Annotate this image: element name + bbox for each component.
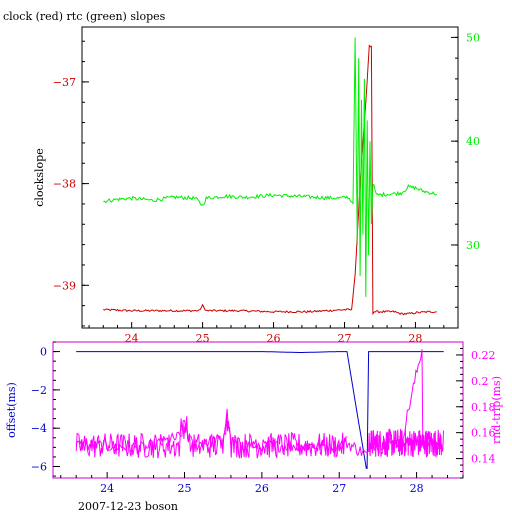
x-tick-label: 28: [408, 332, 422, 345]
y-right-tick-label: 50: [466, 31, 480, 44]
y-right-tick-label: 0.14: [471, 453, 496, 466]
y-left-tick-label: −37: [53, 76, 76, 89]
x-tick-label: 26: [255, 482, 269, 495]
y-left-axis-label: clockslope: [33, 148, 46, 206]
y-left-tick-label: −4: [31, 422, 47, 435]
series-line-rtc: [103, 37, 438, 297]
x-tick-label: 28: [410, 482, 424, 495]
plot-frame: [52, 341, 464, 479]
y-right-tick-label: 0.18: [471, 401, 496, 414]
series-line-rndtrip: [75, 349, 441, 457]
series-line-rndtrip-band: [368, 428, 444, 458]
x-tick-label: 25: [178, 482, 192, 495]
y-left-tick-label: −6: [31, 461, 47, 474]
x-tick-label: 27: [332, 482, 346, 495]
x-tick-label: 25: [196, 332, 210, 345]
x-tick-label: 24: [125, 332, 139, 345]
y-right-axis-label: rnd-trip(ms): [490, 376, 503, 444]
y-right-tick-label: 0.2: [471, 375, 489, 388]
series-line-offset: [76, 351, 444, 469]
y-left-tick-label: 0: [40, 346, 47, 359]
x-tick-label: 26: [267, 332, 281, 345]
footer-label: 2007-12-23 boson: [78, 500, 178, 512]
y-right-tick-label: 0.22: [471, 349, 496, 362]
y-right-tick-label: 40: [466, 135, 480, 148]
y-right-tick-label: 30: [466, 239, 480, 252]
chart-title: clock (red) rtc (green) slopes: [3, 10, 166, 23]
y-left-tick-label: −38: [53, 178, 76, 191]
series-line-rndtrip-noise: [75, 414, 347, 459]
x-tick-label: 24: [100, 482, 114, 495]
y-left-tick-label: −39: [53, 279, 76, 292]
series-line-clock: [103, 44, 437, 316]
plot-frame: [81, 26, 459, 329]
y-left-tick-label: −2: [31, 384, 47, 397]
x-tick-label: 27: [337, 332, 351, 345]
offset-rndtrip-panel: 24 25 26 27 28 0 −2 −4 −6 0.22 0.2 0.18 0.16 0.14 offs…: [5, 341, 503, 495]
y-left-axis-label: offset(ms): [5, 382, 18, 438]
slopes-panel: 24 25 26 27 28 −37 −38 −39 50 40 30 clockslope: [33, 26, 480, 345]
y-right-tick-label: 0.16: [471, 427, 496, 440]
